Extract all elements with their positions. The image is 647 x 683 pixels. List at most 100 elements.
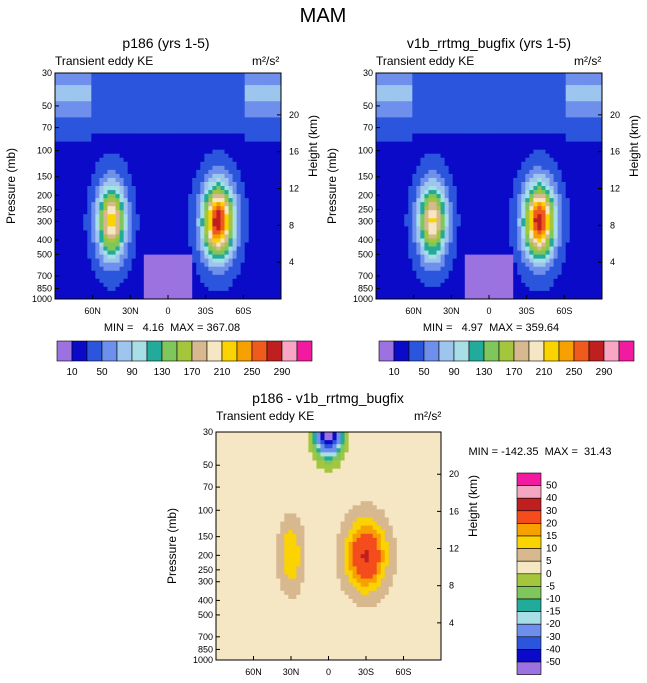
field-cell — [440, 85, 446, 90]
field-cell — [501, 145, 506, 151]
field-cell — [224, 210, 229, 215]
field-cell — [95, 97, 100, 102]
field-cell — [428, 109, 433, 114]
field-cell — [497, 85, 502, 90]
field-cell — [573, 97, 579, 102]
field-cell — [91, 109, 96, 114]
field-cell — [248, 81, 254, 86]
field-cell — [260, 246, 266, 251]
field-cell — [376, 85, 381, 90]
field-cell — [123, 81, 129, 86]
field-cell — [91, 234, 96, 239]
field-cell — [115, 121, 120, 126]
field-cell — [220, 177, 225, 183]
field-cell — [489, 165, 494, 171]
field-cell — [252, 117, 258, 122]
field-cell — [208, 85, 213, 90]
field-cell — [569, 101, 575, 106]
field-cell — [440, 153, 446, 159]
field-cell — [63, 222, 68, 227]
field-cell — [135, 286, 141, 292]
field-cell — [63, 121, 68, 126]
field-cell — [143, 77, 149, 82]
field-cell — [155, 294, 161, 300]
field-cell — [228, 149, 233, 155]
field-cell — [260, 133, 266, 138]
field-cell — [123, 290, 129, 296]
field-cell — [248, 274, 254, 280]
field-cell — [436, 161, 441, 167]
field-cell — [91, 113, 96, 118]
field-cell — [240, 129, 246, 134]
field-cell — [180, 194, 185, 199]
field-cell — [276, 258, 282, 264]
field-cell — [268, 157, 274, 163]
field-cell — [127, 206, 133, 211]
field-cell — [468, 141, 474, 147]
field-cell — [533, 105, 538, 110]
field-cell — [252, 202, 258, 207]
field-cell — [168, 121, 173, 126]
field-cell — [151, 238, 157, 243]
field-cell — [252, 121, 258, 126]
field-cell — [147, 129, 153, 134]
field-cell — [180, 137, 185, 143]
field-cell — [565, 173, 571, 179]
field-cell — [63, 129, 68, 134]
field-cell — [549, 125, 554, 130]
field-cell — [244, 190, 250, 195]
field-cell — [408, 89, 413, 94]
field-cell — [436, 113, 441, 118]
field-cell — [147, 238, 153, 243]
field-cell — [59, 105, 64, 110]
field-cell — [115, 109, 120, 114]
field-cell — [589, 157, 595, 163]
field-cell — [151, 278, 157, 284]
field-cell — [264, 266, 270, 272]
field-cell — [192, 226, 197, 231]
field-cell — [143, 89, 149, 94]
field-cell — [71, 270, 76, 276]
field-cell — [75, 97, 80, 102]
field-cell — [228, 250, 233, 256]
field-cell — [428, 141, 433, 147]
field-cell — [412, 113, 417, 118]
field-cell — [388, 101, 393, 106]
field-cell — [264, 141, 270, 147]
field-cell — [180, 169, 185, 175]
field-cell — [139, 129, 145, 134]
field-cell — [452, 85, 458, 90]
field-cell — [268, 145, 274, 151]
field-cell — [268, 101, 274, 106]
field-cell — [444, 190, 450, 195]
field-cell — [180, 105, 185, 110]
field-cell — [252, 286, 258, 292]
field-cell — [436, 149, 441, 155]
field-cell — [472, 109, 478, 114]
field-cell — [111, 109, 116, 114]
field-cell — [448, 173, 454, 179]
field-cell — [204, 258, 209, 264]
field-cell — [260, 290, 266, 296]
field-cell — [232, 282, 238, 288]
field-cell — [597, 190, 603, 195]
field-cell — [180, 125, 185, 130]
x-tick-label: 30S — [198, 306, 214, 316]
field-cell — [553, 129, 559, 134]
field-cell — [83, 177, 88, 183]
field-cell — [272, 286, 278, 292]
field-cell — [159, 226, 165, 231]
field-cell — [180, 177, 185, 183]
field-cell — [163, 286, 169, 292]
field-cell — [107, 294, 112, 300]
field-cell — [440, 194, 446, 199]
field-cell — [99, 218, 104, 223]
field-cell — [176, 165, 181, 171]
field-cell — [208, 97, 213, 102]
field-cell — [79, 93, 84, 98]
field-cell — [565, 186, 571, 191]
field-cell — [505, 85, 510, 90]
field-cell — [91, 218, 96, 223]
field-cell — [135, 206, 141, 211]
field-cell — [143, 85, 149, 90]
